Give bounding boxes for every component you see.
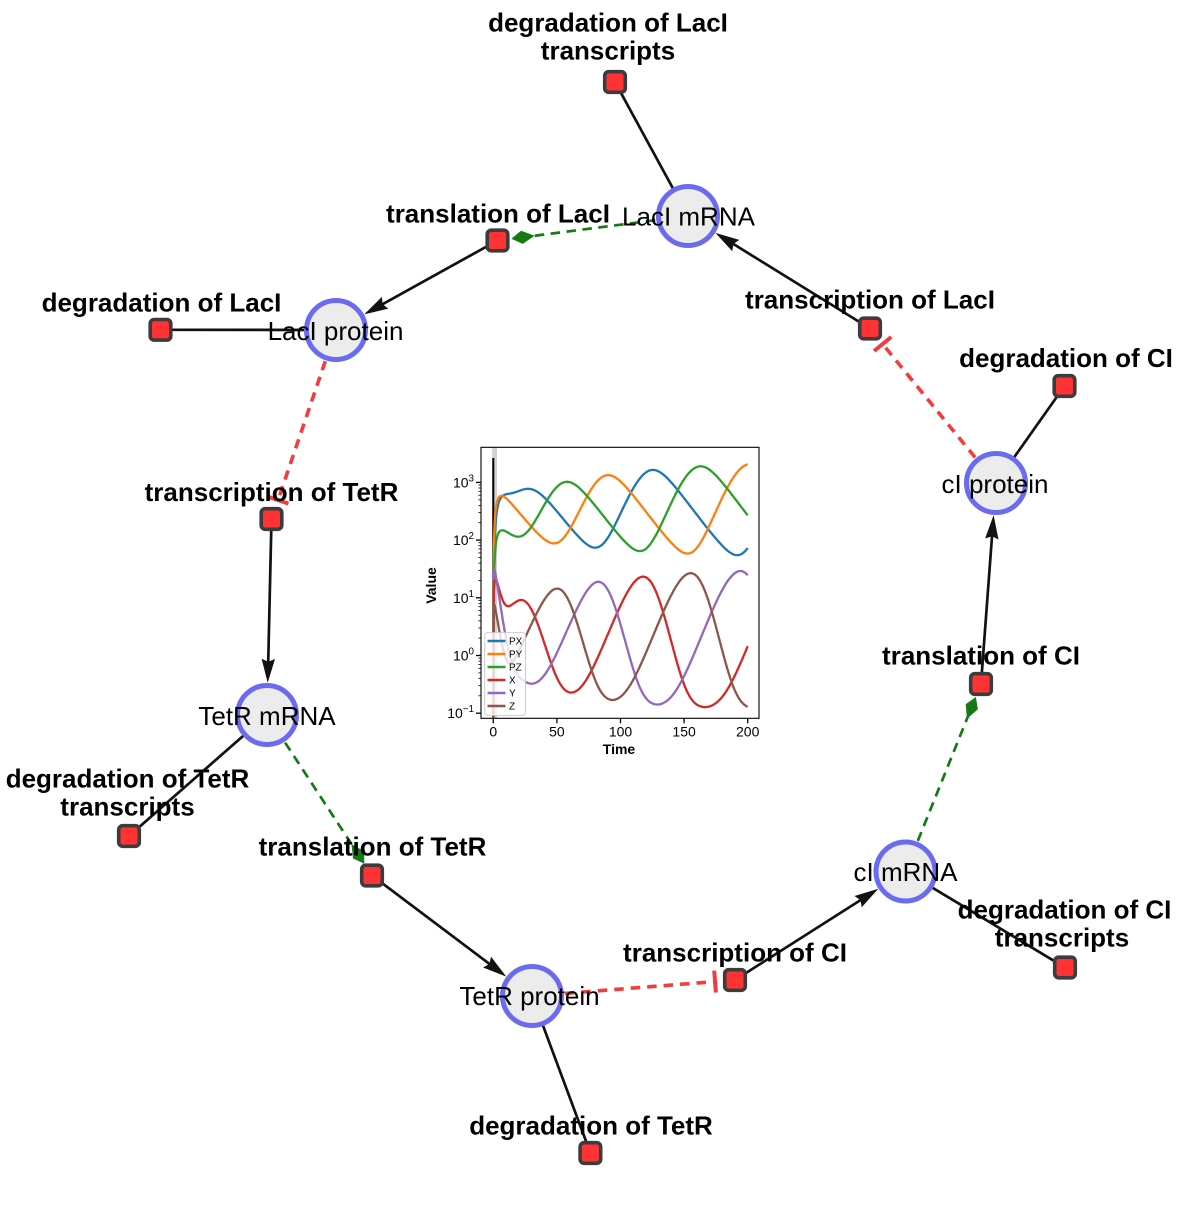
svg-text:50: 50 bbox=[549, 724, 565, 740]
svg-text:PY: PY bbox=[509, 650, 523, 661]
svg-text:transcription of TetR: transcription of TetR bbox=[145, 477, 399, 507]
svg-text:LacI mRNA: LacI mRNA bbox=[622, 202, 756, 232]
svg-text:degradation of LacI: degradation of LacI bbox=[42, 288, 282, 318]
svg-text:X: X bbox=[509, 676, 516, 687]
svg-text:degradation of TetR: degradation of TetR bbox=[6, 764, 250, 794]
svg-text:Z: Z bbox=[509, 702, 515, 713]
svg-text:TetR protein: TetR protein bbox=[459, 981, 599, 1011]
svg-text:degradation of TetR: degradation of TetR bbox=[469, 1111, 713, 1141]
svg-text:150: 150 bbox=[672, 724, 696, 740]
svg-text:Time: Time bbox=[603, 741, 636, 757]
svg-text:cI protein: cI protein bbox=[942, 469, 1049, 499]
svg-text:Y: Y bbox=[509, 689, 516, 700]
svg-text:transcripts: transcripts bbox=[995, 923, 1129, 953]
svg-text:PX: PX bbox=[509, 637, 523, 648]
svg-text:translation of CI: translation of CI bbox=[882, 641, 1080, 671]
svg-text:TetR mRNA: TetR mRNA bbox=[198, 701, 336, 731]
svg-text:Value: Value bbox=[423, 567, 439, 604]
svg-text:degradation of CI: degradation of CI bbox=[958, 895, 1172, 925]
svg-text:0: 0 bbox=[489, 724, 497, 740]
svg-text:PZ: PZ bbox=[509, 663, 522, 674]
svg-text:transcripts: transcripts bbox=[541, 36, 675, 66]
svg-text:cI mRNA: cI mRNA bbox=[854, 857, 959, 887]
svg-text:degradation of CI: degradation of CI bbox=[959, 343, 1173, 373]
svg-text:200: 200 bbox=[736, 724, 760, 740]
svg-text:degradation of LacI: degradation of LacI bbox=[488, 8, 728, 38]
svg-text:100: 100 bbox=[609, 724, 633, 740]
svg-text:transcription of CI: transcription of CI bbox=[623, 938, 847, 968]
svg-text:transcription of LacI: transcription of LacI bbox=[745, 285, 995, 315]
svg-text:transcripts: transcripts bbox=[60, 792, 194, 822]
svg-text:translation of LacI: translation of LacI bbox=[386, 199, 610, 229]
svg-text:LacI protein: LacI protein bbox=[268, 316, 404, 346]
svg-text:translation of TetR: translation of TetR bbox=[259, 832, 487, 862]
